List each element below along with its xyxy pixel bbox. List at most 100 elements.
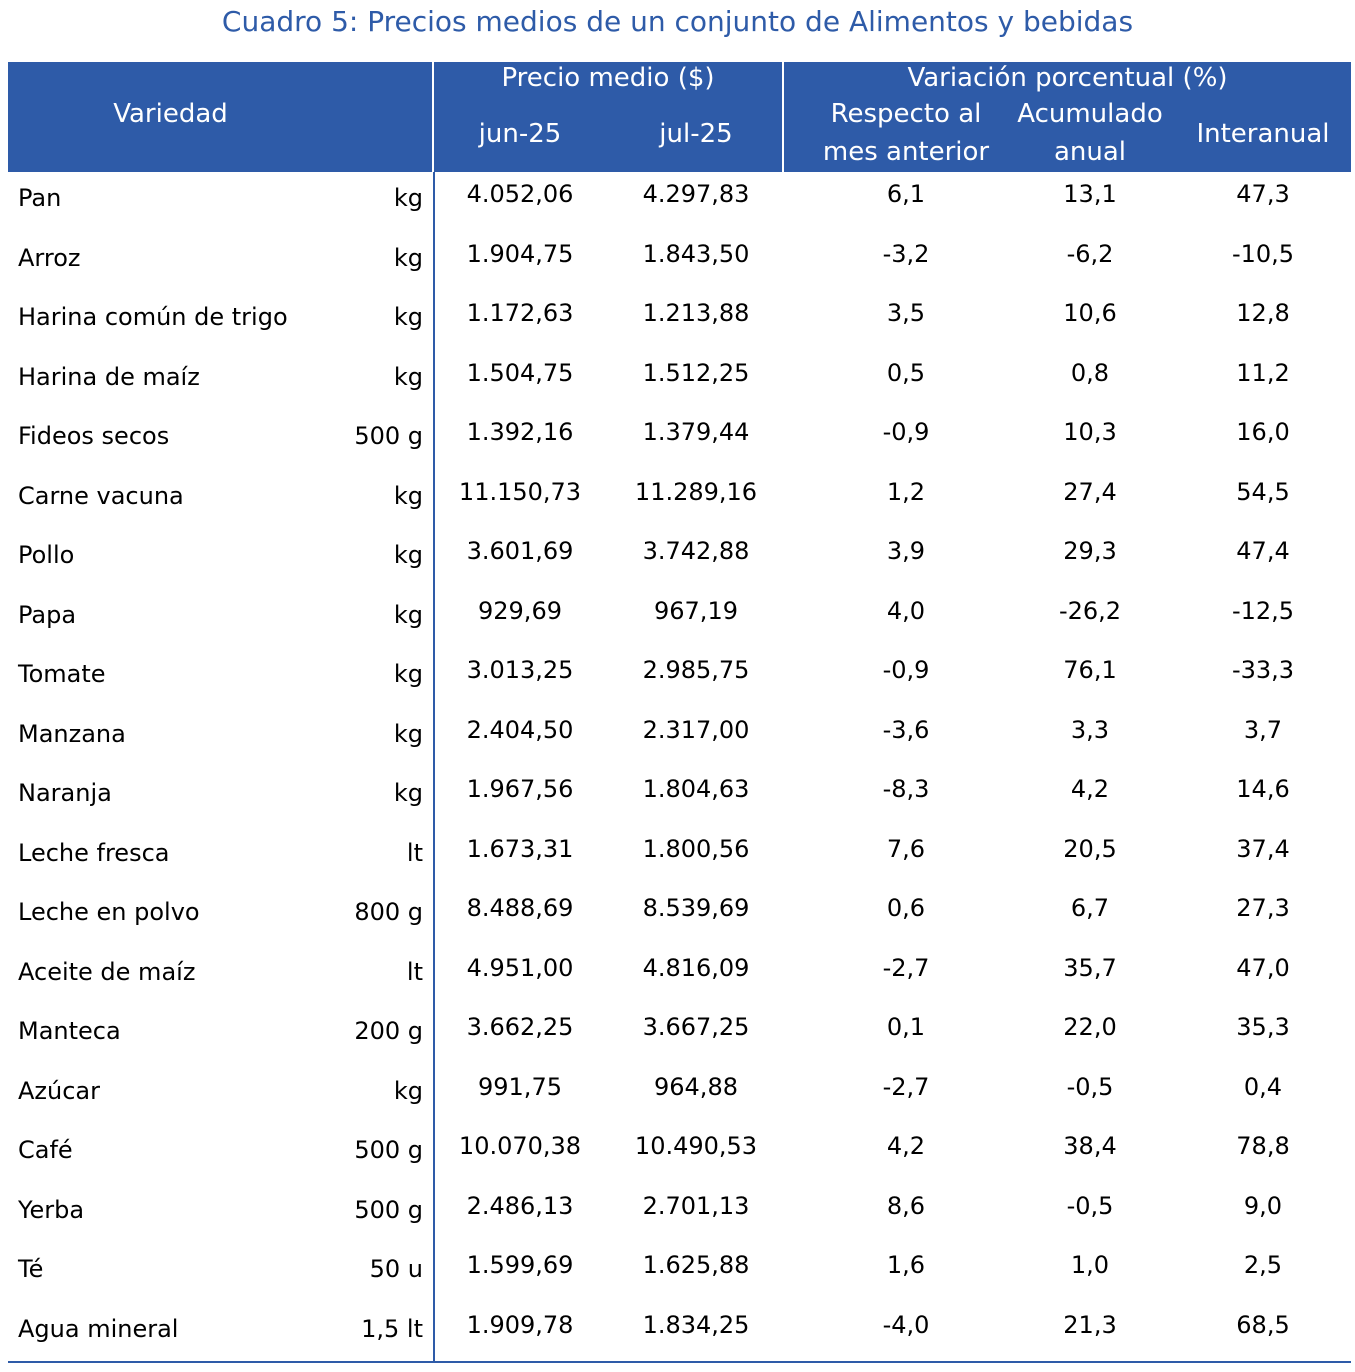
cell-unit: 50 u — [369, 1255, 423, 1283]
header-variedad: Variedad — [113, 99, 228, 129]
cell-jul: 3.742,88 — [642, 537, 750, 565]
cell-acumulado: -0,5 — [1066, 1072, 1114, 1101]
cell-unit: kg — [393, 719, 423, 748]
cell-acumulado: -6,2 — [1066, 239, 1114, 268]
cell-acumulado: 22,0 — [1063, 1013, 1117, 1041]
cell-unit: kg — [393, 660, 423, 688]
cell-interanual: 47,4 — [1236, 537, 1290, 565]
cell-interanual: 47,3 — [1236, 180, 1290, 208]
table-row: Aceite de maíz lt 4.951,00 4.816,09 -2,7 35,7… — [8, 946, 1351, 1006]
cell-variedad: Aceite de maíz — [18, 957, 196, 986]
cell-interanual: 9,0 — [1243, 1191, 1283, 1220]
header-divider-2 — [782, 62, 784, 172]
cell-jul: 1.379,44 — [642, 418, 750, 446]
table-row: Harina común de trigo kg 1.172,63 1.213,88 3… — [8, 291, 1351, 351]
header-acumulado-line1: Acumulado — [1017, 99, 1163, 129]
table-row: Manzana kg 2.404,50 2.317,00 -3,6 3,3 3,7 — [8, 708, 1351, 768]
table-row: Carne vacuna kg 11.150,73 11.289,16 1,2 27,4 5… — [8, 470, 1351, 530]
cell-mes-anterior: -4,0 — [882, 1310, 930, 1339]
cell-mes-anterior: 6,1 — [886, 180, 926, 208]
cell-variedad: Azúcar — [18, 1076, 100, 1105]
cell-acumulado: 10,6 — [1063, 299, 1117, 327]
cell-mes-anterior: 3,9 — [886, 537, 926, 565]
cell-jun: 1.909,78 — [466, 1310, 574, 1339]
cell-interanual: 11,2 — [1236, 358, 1290, 387]
cell-variedad: Harina común de trigo — [18, 303, 288, 331]
table-row: Papa kg 929,69 967,19 4,0 -26,2 -12,5 — [8, 589, 1351, 649]
cell-acumulado: 38,4 — [1063, 1132, 1117, 1160]
cell-interanual: 14,6 — [1236, 775, 1290, 803]
cell-variedad: Harina de maíz — [18, 362, 200, 391]
cell-interanual: 37,4 — [1236, 834, 1290, 863]
cell-jul: 2.701,13 — [642, 1191, 750, 1220]
cell-variedad: Leche fresca — [18, 838, 170, 867]
cell-jun: 1.172,63 — [466, 299, 574, 327]
cell-acumulado: 1,0 — [1070, 1251, 1110, 1279]
cell-unit: lt — [406, 838, 423, 867]
cell-jul: 1.800,56 — [642, 834, 750, 863]
table-row: Agua mineral 1,5 lt 1.909,78 1.834,25 -4,0 21… — [8, 1303, 1351, 1363]
cell-unit: kg — [393, 243, 423, 272]
cell-unit: 1,5 lt — [361, 1314, 423, 1343]
cell-mes-anterior: -3,2 — [882, 239, 930, 268]
cell-variedad: Yerba — [18, 1195, 85, 1224]
cell-jul: 967,19 — [654, 596, 738, 625]
cell-jun: 1.904,75 — [466, 239, 574, 268]
cell-jul: 1.834,25 — [642, 1310, 750, 1339]
cell-jul: 10.490,53 — [634, 1132, 758, 1160]
cell-unit: 500 g — [354, 1195, 423, 1224]
cell-variedad: Fideos secos — [18, 422, 170, 450]
cell-jul: 3.667,25 — [642, 1013, 750, 1041]
table-row: Té 50 u 1.599,69 1.625,88 1,6 1,0 2,5 — [8, 1243, 1351, 1303]
header-jul: jul-25 — [659, 119, 733, 149]
cell-mes-anterior: 0,1 — [886, 1013, 926, 1041]
cell-unit: lt — [406, 957, 423, 986]
header-respecto-line2: mes anterior — [822, 137, 990, 167]
body-divider — [433, 172, 435, 1362]
cell-jun: 1.673,31 — [466, 834, 574, 863]
cell-unit: kg — [393, 481, 423, 510]
cell-variedad: Leche en polvo — [18, 898, 200, 926]
cell-jul: 8.539,69 — [642, 894, 750, 922]
cell-jun: 929,69 — [478, 596, 562, 625]
cell-interanual: 47,0 — [1236, 953, 1290, 982]
cell-variedad: Manteca — [18, 1017, 121, 1045]
cell-acumulado: 29,3 — [1063, 537, 1117, 565]
cell-jun: 2.486,13 — [466, 1191, 574, 1220]
cell-jun: 1.504,75 — [466, 358, 574, 387]
cell-jul: 2.317,00 — [642, 715, 750, 744]
cell-variedad: Papa — [18, 600, 77, 629]
cell-acumulado: 35,7 — [1063, 953, 1117, 982]
cell-mes-anterior: 1,6 — [886, 1251, 926, 1279]
header-variacion: Variación porcentual (%) — [907, 63, 1228, 93]
cell-jun: 1.392,16 — [466, 418, 574, 446]
cell-variedad: Carne vacuna — [18, 481, 184, 510]
header-acumulado-line2: anual — [1053, 137, 1127, 167]
cell-acumulado: -26,2 — [1058, 596, 1122, 625]
cell-unit: 500 g — [354, 422, 423, 450]
cell-mes-anterior: -0,9 — [882, 656, 930, 684]
cell-jun: 3.662,25 — [466, 1013, 574, 1041]
cell-unit: kg — [393, 779, 423, 807]
table-row: Pollo kg 3.601,69 3.742,88 3,9 29,3 47,4 — [8, 529, 1351, 589]
cell-jun: 1.967,56 — [466, 775, 574, 803]
cell-acumulado: 10,3 — [1063, 418, 1117, 446]
table-row: Leche en polvo 800 g 8.488,69 8.539,69 0,6 6,… — [8, 886, 1351, 946]
table-bottom-border — [8, 1361, 1351, 1363]
cell-jul: 4.816,09 — [642, 953, 750, 982]
table-row: Harina de maíz kg 1.504,75 1.512,25 0,5 0,8 11… — [8, 351, 1351, 411]
cell-acumulado: -0,5 — [1066, 1191, 1114, 1220]
cell-jun: 4.052,06 — [466, 180, 574, 208]
cell-mes-anterior: -3,6 — [882, 715, 930, 744]
cell-mes-anterior: 4,2 — [886, 1132, 926, 1160]
table-row: Manteca 200 g 3.662,25 3.667,25 0,1 22,0 35,3 — [8, 1005, 1351, 1065]
cell-jul: 1.213,88 — [642, 299, 750, 327]
cell-interanual: -33,3 — [1231, 656, 1295, 684]
cell-interanual: -12,5 — [1231, 596, 1295, 625]
cell-mes-anterior: 3,5 — [886, 299, 926, 327]
cell-mes-anterior: 7,6 — [886, 834, 926, 863]
cell-mes-anterior: 0,5 — [886, 358, 926, 387]
cell-unit: 200 g — [354, 1017, 423, 1045]
cell-interanual: 3,7 — [1243, 715, 1283, 744]
cell-unit: kg — [393, 1076, 423, 1105]
